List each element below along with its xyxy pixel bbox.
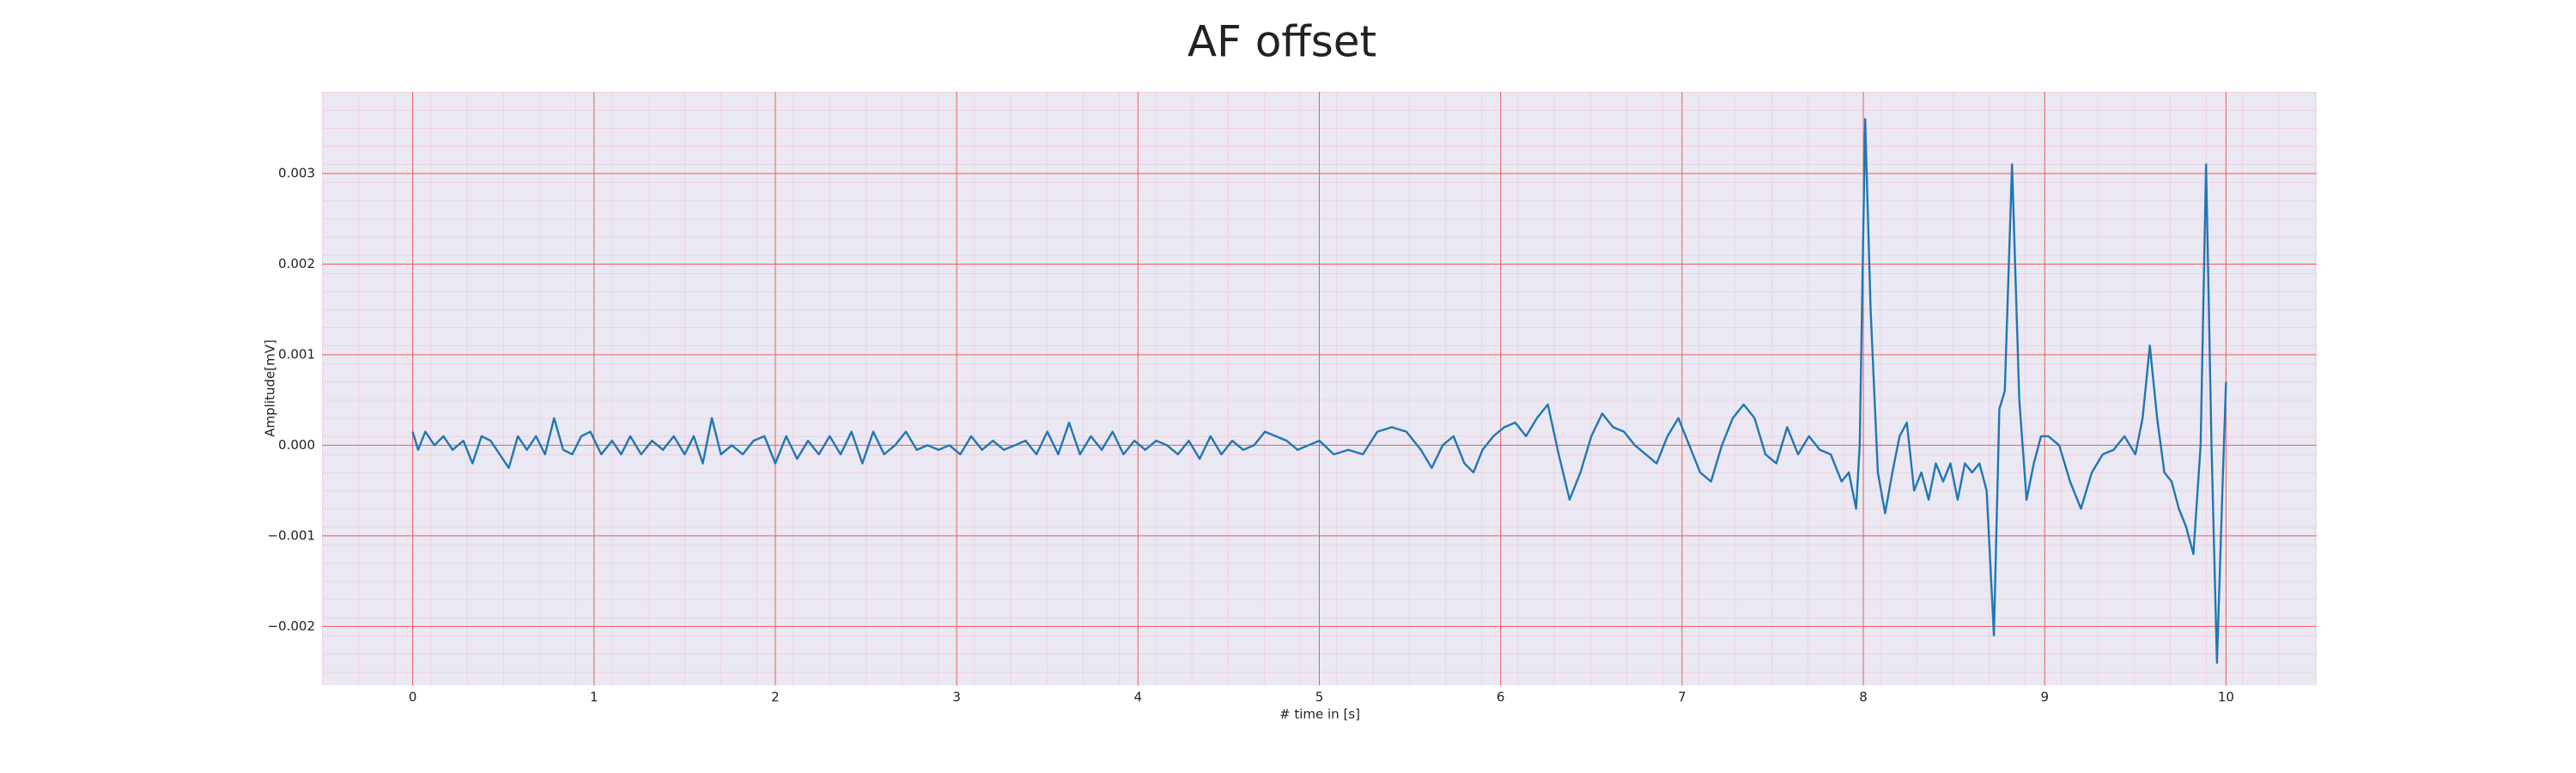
y-tick-label: 0.000	[278, 437, 315, 453]
grid	[322, 92, 2317, 685]
line-series	[411, 118, 2227, 664]
x-tick-label: 9	[2040, 690, 2049, 705]
x-axis-label: # time in [s]	[1279, 707, 1360, 722]
x-tick-label: 5	[1315, 690, 1324, 705]
x-tick-label: 6	[1497, 690, 1505, 705]
x-tick-label: 2	[771, 690, 780, 705]
x-tick-label: 0	[409, 690, 417, 705]
y-tick-label: 0.003	[278, 165, 315, 180]
y-tick-label: 0.002	[278, 256, 315, 271]
y-axis-label: Amplitude[mV]	[263, 339, 278, 436]
plot-area	[411, 118, 2227, 664]
x-tick-label: 1	[590, 690, 598, 705]
y-tick-label: −0.002	[267, 618, 315, 634]
x-tick-label: 7	[1678, 690, 1686, 705]
chart-title: AF offset	[1188, 17, 1376, 67]
x-tick-label: 4	[1134, 690, 1143, 705]
x-tick-label: 3	[952, 690, 961, 705]
labels: 0 1 2 3 4 5 6 7 8 9 10 −0.002 −0.001 0.000 0.001 0.002 0…	[267, 165, 2233, 704]
y-tick-label: 0.001	[278, 346, 315, 362]
x-tick-label: 10	[2218, 690, 2234, 705]
x-tick-label: 8	[1859, 690, 1868, 705]
y-tick-label: −0.001	[267, 527, 315, 543]
